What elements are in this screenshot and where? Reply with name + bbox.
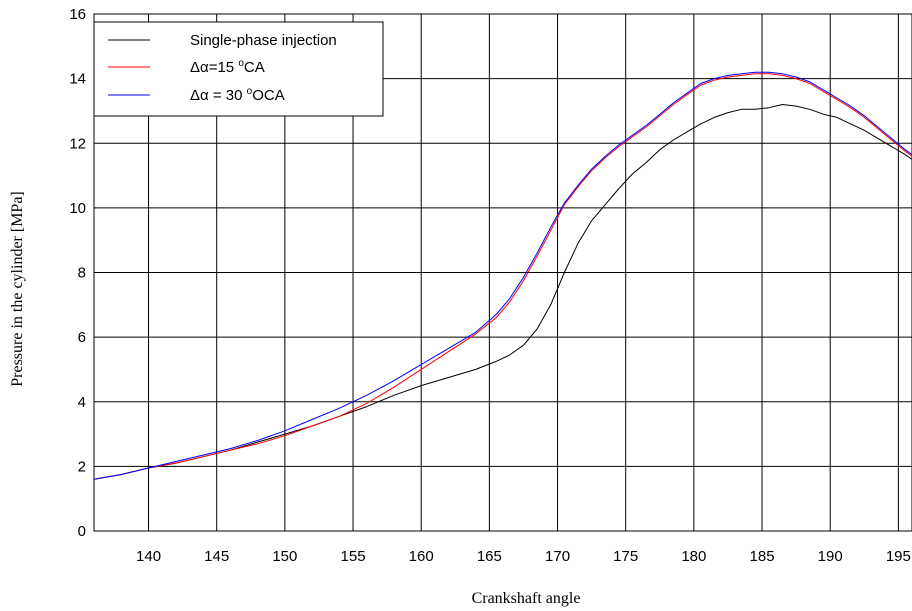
y-tick-label: 8 [78, 265, 86, 282]
legend-label-30: Δα = 30 oOCA [190, 86, 285, 104]
series-line-15 [93, 73, 912, 480]
y-tick-label: 16 [69, 6, 86, 23]
x-tick-label: 175 [613, 548, 638, 565]
x-tick-label: 160 [409, 548, 434, 565]
x-tick-label: 195 [886, 548, 911, 565]
y-tick-label: 6 [78, 329, 86, 346]
legend-label-15: Δα=15 oCA [190, 58, 265, 76]
y-tick-label: 14 [69, 71, 86, 88]
legend-box [93, 21, 384, 117]
y-axis-ticks: 0 2 4 6 8 10 12 14 16 [69, 6, 86, 540]
y-tick-label: 12 [69, 135, 86, 152]
series-layer [93, 71, 912, 480]
x-axis-ticks: 140 145 150 155 160 165 170 175 180 185 190 195 [136, 548, 911, 565]
y-tick-label: 4 [78, 394, 86, 411]
series-line-30 [93, 71, 912, 480]
x-axis-title: Crankshaft angle [472, 590, 581, 607]
y-tick-label: 2 [78, 458, 86, 475]
x-tick-label: 145 [204, 548, 229, 565]
x-tick-label: 150 [272, 548, 297, 565]
y-axis-title: Pressure in the cylinder [MPa] [9, 191, 26, 387]
x-tick-label: 185 [750, 548, 775, 565]
y-tick-label: 0 [78, 523, 86, 540]
x-tick-label: 170 [545, 548, 570, 565]
legend-label-single-phase: Single-phase injection [190, 32, 337, 49]
x-tick-label: 190 [818, 548, 843, 565]
plot-area-frame [93, 13, 912, 532]
x-tick-label: 140 [136, 548, 161, 565]
series-line-single-phase [93, 104, 912, 480]
x-tick-label: 180 [681, 548, 706, 565]
x-tick-label: 155 [341, 548, 366, 565]
x-tick-label: 165 [477, 548, 502, 565]
legend: Single-phase injection Δα=15 oCA Δα = 30… [93, 21, 384, 117]
y-tick-label: 10 [69, 200, 86, 217]
